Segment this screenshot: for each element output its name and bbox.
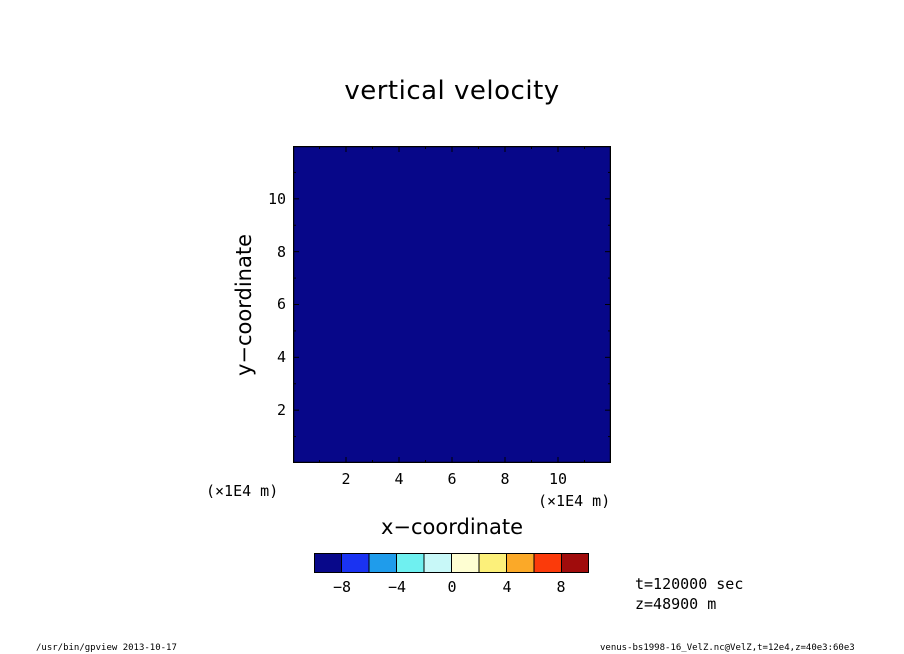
footer-data-source: venus-bs1998-16_VelZ.nc@VelZ,t=12e4,z=40… [600, 643, 855, 653]
x-tick-label: 2 [341, 470, 351, 488]
chart-title: vertical velocity [344, 76, 560, 106]
y-tick-label: 8 [276, 243, 286, 261]
colorbar-tick-label: 0 [447, 578, 457, 596]
time-annotation: t=120000 sec [635, 575, 744, 593]
colorbar-tick-label: −4 [387, 578, 407, 596]
x-axis-unit: (×1E4 m) [538, 492, 611, 510]
velocity-field [293, 146, 611, 463]
y-tick-label: 4 [276, 348, 286, 366]
colorbar-cell [506, 553, 535, 573]
colorbar-cell [314, 553, 343, 573]
x-tick-label: 10 [548, 470, 568, 488]
x-tick-label: 8 [500, 470, 510, 488]
colorbar-cell [478, 553, 508, 573]
colorbar-tick-label: 4 [502, 578, 512, 596]
colorbar-cell [396, 553, 425, 573]
colorbar-cell [423, 553, 453, 573]
colorbar-tick-label: 8 [556, 578, 566, 596]
y-tick-label: 10 [267, 190, 286, 208]
colorbar-cell [561, 553, 589, 573]
footer-program-info: /usr/bin/gpview 2013-10-17 [36, 643, 177, 653]
colorbar-cell [368, 553, 398, 573]
colorbar-cell [341, 553, 370, 573]
x-tick-label: 4 [394, 470, 404, 488]
height-annotation: z=48900 m [635, 595, 717, 613]
y-tick-label: 6 [276, 295, 286, 313]
x-axis-label: x−coordinate [380, 515, 524, 539]
y-axis-unit: (×1E4 m) [206, 482, 279, 500]
colorbar-tick-label: −8 [332, 578, 352, 596]
colorbar-cell [533, 553, 563, 573]
colorbar [314, 553, 589, 573]
velocity-field-plot [293, 146, 611, 463]
y-axis-label: y−coordinate [232, 233, 256, 377]
colorbar-cell [451, 553, 480, 573]
x-tick-label: 6 [447, 470, 457, 488]
y-tick-label: 2 [276, 401, 286, 419]
colorbar-frame [314, 553, 589, 573]
